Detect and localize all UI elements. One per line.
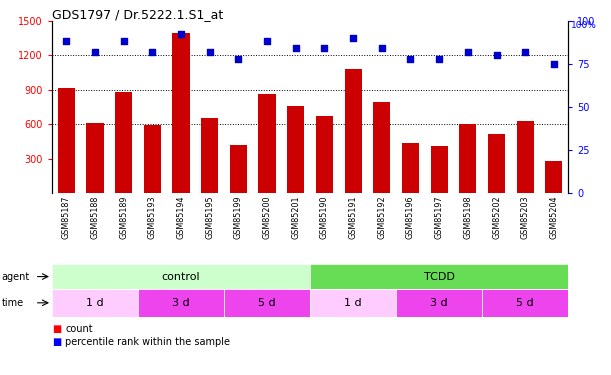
Text: percentile rank within the sample: percentile rank within the sample bbox=[65, 337, 230, 347]
Bar bbox=[459, 124, 477, 193]
Point bbox=[147, 49, 157, 55]
Text: GSM85196: GSM85196 bbox=[406, 195, 415, 239]
Text: 100%: 100% bbox=[571, 21, 597, 30]
Point bbox=[119, 38, 128, 44]
Bar bbox=[230, 145, 247, 193]
Point bbox=[434, 56, 444, 62]
Bar bbox=[517, 121, 534, 193]
Bar bbox=[310, 289, 396, 317]
Bar bbox=[373, 102, 390, 193]
Text: GSM85192: GSM85192 bbox=[377, 195, 386, 239]
Bar bbox=[52, 264, 310, 289]
Bar bbox=[57, 88, 75, 193]
Point bbox=[377, 45, 387, 51]
Bar bbox=[224, 289, 310, 317]
Bar bbox=[545, 161, 563, 193]
Point bbox=[463, 49, 473, 55]
Text: GSM85194: GSM85194 bbox=[177, 195, 186, 239]
Text: GSM85200: GSM85200 bbox=[263, 195, 271, 239]
Text: GSM85195: GSM85195 bbox=[205, 195, 214, 239]
Point bbox=[291, 45, 301, 51]
Text: GSM85193: GSM85193 bbox=[148, 195, 157, 239]
Bar bbox=[316, 116, 333, 193]
Point bbox=[90, 49, 100, 55]
Bar bbox=[86, 123, 104, 193]
Text: GSM85204: GSM85204 bbox=[549, 195, 558, 239]
Text: 3 d: 3 d bbox=[430, 298, 448, 308]
Text: count: count bbox=[65, 324, 93, 334]
Text: GSM85198: GSM85198 bbox=[463, 195, 472, 239]
Bar bbox=[287, 106, 304, 193]
Point bbox=[492, 52, 502, 58]
Text: GSM85190: GSM85190 bbox=[320, 195, 329, 239]
Text: time: time bbox=[2, 298, 24, 308]
Point bbox=[176, 32, 186, 38]
Bar bbox=[201, 118, 218, 193]
Text: 5 d: 5 d bbox=[258, 298, 276, 308]
Text: 1 d: 1 d bbox=[344, 298, 362, 308]
Text: TCDD: TCDD bbox=[423, 272, 455, 282]
Point bbox=[521, 49, 530, 55]
Bar bbox=[138, 289, 224, 317]
Bar bbox=[258, 94, 276, 193]
Text: GSM85197: GSM85197 bbox=[434, 195, 444, 239]
Text: GSM85189: GSM85189 bbox=[119, 195, 128, 239]
Text: agent: agent bbox=[2, 272, 30, 282]
Text: 1 d: 1 d bbox=[86, 298, 104, 308]
Point bbox=[348, 35, 358, 41]
Bar bbox=[52, 289, 138, 317]
Bar bbox=[310, 264, 568, 289]
Text: GDS1797 / Dr.5222.1.S1_at: GDS1797 / Dr.5222.1.S1_at bbox=[52, 8, 223, 21]
Bar bbox=[488, 135, 505, 193]
Point bbox=[61, 38, 71, 44]
Text: GSM85187: GSM85187 bbox=[62, 195, 71, 239]
Text: GSM85188: GSM85188 bbox=[90, 195, 100, 238]
Bar bbox=[402, 142, 419, 193]
Text: GSM85202: GSM85202 bbox=[492, 195, 501, 239]
Bar bbox=[396, 289, 482, 317]
Text: 3 d: 3 d bbox=[172, 298, 190, 308]
Text: ■: ■ bbox=[52, 324, 61, 334]
Point bbox=[549, 61, 559, 67]
Point bbox=[205, 49, 214, 55]
Bar bbox=[115, 92, 132, 193]
Point bbox=[233, 56, 243, 62]
Bar bbox=[482, 289, 568, 317]
Point bbox=[406, 56, 415, 62]
Bar bbox=[144, 125, 161, 193]
Text: GSM85199: GSM85199 bbox=[234, 195, 243, 239]
Text: control: control bbox=[162, 272, 200, 282]
Point bbox=[262, 38, 272, 44]
Text: GSM85203: GSM85203 bbox=[521, 195, 530, 239]
Point bbox=[320, 45, 329, 51]
Text: ■: ■ bbox=[52, 337, 61, 347]
Bar bbox=[345, 69, 362, 193]
Text: GSM85191: GSM85191 bbox=[349, 195, 357, 239]
Text: 5 d: 5 d bbox=[516, 298, 534, 308]
Text: GSM85201: GSM85201 bbox=[291, 195, 300, 239]
Bar bbox=[431, 146, 448, 193]
Bar bbox=[172, 33, 189, 193]
